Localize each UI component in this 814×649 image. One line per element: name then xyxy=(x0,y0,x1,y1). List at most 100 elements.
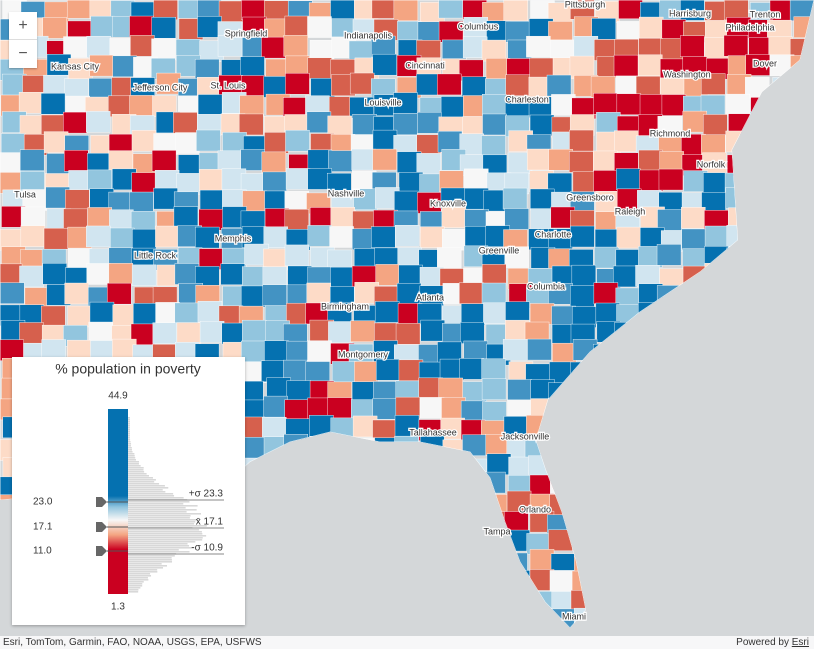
county xyxy=(616,93,642,115)
county xyxy=(640,548,665,570)
county xyxy=(570,361,595,384)
county xyxy=(459,358,484,380)
county xyxy=(238,113,264,136)
county xyxy=(614,551,639,574)
county xyxy=(772,77,797,99)
zoom-in[interactable]: + xyxy=(9,12,37,40)
county xyxy=(88,321,113,344)
county xyxy=(770,153,795,176)
county xyxy=(241,266,267,288)
county xyxy=(661,94,687,116)
county xyxy=(529,303,555,325)
county xyxy=(638,456,663,478)
county xyxy=(749,398,774,420)
county xyxy=(420,226,445,248)
county xyxy=(749,359,774,381)
county xyxy=(769,359,794,381)
histogram-bar xyxy=(128,435,130,437)
county xyxy=(90,15,115,38)
county xyxy=(286,380,312,402)
county xyxy=(240,285,266,308)
county xyxy=(678,474,704,496)
county xyxy=(571,436,596,458)
county xyxy=(769,533,794,555)
county xyxy=(416,73,441,96)
county xyxy=(197,300,223,323)
county xyxy=(505,74,530,96)
city-label: St. Louis xyxy=(210,80,246,90)
county xyxy=(86,225,111,248)
county xyxy=(18,92,44,114)
histogram-bar xyxy=(128,529,200,531)
county xyxy=(660,492,685,515)
county xyxy=(309,415,334,437)
county xyxy=(307,57,332,80)
county xyxy=(393,0,419,21)
handle xyxy=(96,497,107,507)
histogram-bar xyxy=(128,511,187,513)
county xyxy=(330,207,355,229)
histogram-bar xyxy=(128,573,151,575)
county xyxy=(441,206,467,228)
county xyxy=(288,551,313,574)
county xyxy=(375,264,400,286)
histogram-bar xyxy=(128,465,141,467)
county xyxy=(349,456,375,478)
histogram-bar xyxy=(128,475,149,477)
handle-label: 23.0 xyxy=(33,497,53,508)
histogram-bar xyxy=(128,449,132,451)
county xyxy=(417,112,442,134)
county xyxy=(571,570,597,593)
county xyxy=(724,361,749,383)
histogram-bar xyxy=(128,505,198,507)
county xyxy=(351,148,376,171)
county xyxy=(793,16,814,38)
county xyxy=(790,268,814,290)
county xyxy=(616,398,641,420)
county xyxy=(682,363,707,385)
county xyxy=(546,74,572,97)
county xyxy=(640,496,665,519)
county xyxy=(20,225,46,247)
county xyxy=(420,589,445,612)
histogram-bar xyxy=(128,575,152,577)
county xyxy=(770,511,795,533)
county xyxy=(791,344,814,366)
county xyxy=(701,490,727,513)
county xyxy=(307,16,332,38)
city-label: Columbia xyxy=(527,281,565,291)
handle xyxy=(96,522,107,532)
county xyxy=(395,589,421,612)
county xyxy=(329,226,354,248)
county xyxy=(638,438,663,461)
county xyxy=(569,55,595,78)
county xyxy=(416,153,441,175)
county xyxy=(485,606,511,628)
county xyxy=(680,341,705,363)
histogram-bar xyxy=(128,457,136,459)
zoom-out[interactable]: − xyxy=(18,45,28,62)
city-label: Orlando xyxy=(519,504,551,514)
county xyxy=(261,36,286,59)
county xyxy=(614,494,640,516)
county xyxy=(614,130,639,152)
histogram-bar xyxy=(128,539,203,541)
county xyxy=(681,207,706,229)
county xyxy=(132,228,157,251)
county xyxy=(418,572,444,595)
histogram-bar xyxy=(128,447,132,449)
county xyxy=(419,473,444,495)
county xyxy=(262,171,287,194)
handle-label: 17.1 xyxy=(33,522,53,533)
stat-label: +σ 23.3 xyxy=(189,489,224,500)
county xyxy=(353,587,378,609)
county xyxy=(789,302,814,324)
county xyxy=(704,225,730,248)
county xyxy=(349,72,375,95)
county xyxy=(726,472,751,495)
county xyxy=(678,320,704,342)
county xyxy=(548,21,573,43)
county xyxy=(283,534,309,556)
esri-link[interactable]: Esri xyxy=(791,637,809,648)
county xyxy=(659,609,684,628)
